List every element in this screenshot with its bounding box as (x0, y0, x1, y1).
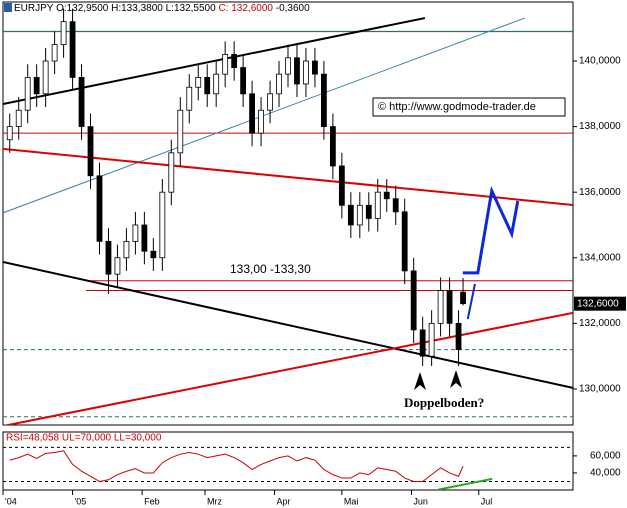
candle-body (132, 224, 139, 242)
candle-body (347, 204, 354, 226)
x-tick-label: Feb (144, 496, 160, 506)
candle-body (285, 57, 291, 75)
x-tick-label: Jul (481, 496, 493, 506)
candle-body (374, 191, 381, 219)
icon (4, 3, 12, 12)
y-tick-label: 134,0000 (579, 252, 621, 263)
candle-body (213, 73, 220, 95)
x-tick-label: '04 (5, 496, 17, 506)
candle-body (105, 240, 112, 275)
last-price-label: 132,6000 (577, 298, 619, 309)
candle-body (141, 224, 148, 252)
candle-body (303, 60, 309, 85)
candle-body (42, 60, 49, 95)
rsi-line (9, 450, 464, 482)
candle-body (87, 126, 94, 177)
low: L:132,5500 (166, 3, 216, 14)
high: H:133,3800 (111, 3, 163, 14)
rsi-plot (3, 446, 573, 490)
candle-body (15, 109, 22, 128)
candle-body (455, 322, 462, 350)
candle-body (401, 211, 408, 272)
x-tick-label: '05 (75, 496, 87, 506)
trendline (466, 283, 476, 320)
candle-body (258, 109, 264, 134)
candle-body (231, 54, 238, 68)
candle-body (69, 21, 76, 78)
trendline (3, 311, 573, 425)
axes: 130,0000 132,0000 134,0000 136,0000 138,0000… (2, 56, 626, 506)
copyright: © http://www.godmode-trader.de (378, 101, 536, 113)
open: O:132,9500 (56, 3, 109, 14)
trendline (3, 147, 573, 206)
candle-body (177, 109, 184, 154)
x-tick-label: Mrz (207, 496, 222, 506)
candle-body (33, 77, 40, 95)
y-tick-label: 130,0000 (579, 384, 621, 395)
candle-body (222, 54, 229, 75)
candle-body (365, 204, 372, 219)
arrow (414, 372, 426, 390)
change: -0,3600 (276, 3, 310, 14)
close: C: 132,6000 (218, 3, 273, 14)
candle-body (240, 67, 247, 95)
y-tick-label: 138,0000 (579, 121, 621, 132)
candle-body (249, 93, 255, 134)
candle-body (24, 77, 31, 111)
header: EURJPY O:132,9500 H:133,3800 L:132,5500 … (14, 3, 310, 14)
last-price-box (574, 296, 626, 311)
x-tick-label: Apr (277, 496, 291, 506)
y-tick-label: 40,000 (590, 468, 621, 479)
candle-body (294, 57, 300, 85)
candle-body (186, 86, 193, 111)
candle-body (6, 126, 13, 141)
candle-body (338, 165, 345, 206)
note: Doppelboden? (404, 395, 484, 410)
x-tick-label: Mai (344, 496, 359, 506)
y-tick-label: 60,000 (590, 451, 621, 462)
candle-body (159, 191, 166, 259)
symbol: EURJPY (14, 3, 54, 14)
candle-body (150, 250, 157, 259)
candle-body (383, 191, 390, 200)
candle-body (419, 329, 426, 357)
candle-body (392, 198, 399, 213)
candle-body (60, 21, 67, 46)
candle-body (321, 73, 327, 128)
main-plot (3, 8, 573, 425)
candle-body (168, 152, 175, 193)
candle-body (123, 240, 130, 259)
arrow (450, 370, 462, 388)
candle-body (460, 291, 466, 305)
y-tick-label: 140,0000 (579, 56, 621, 67)
candle-body (78, 77, 85, 128)
candle-body (446, 290, 453, 324)
candle-body (114, 257, 121, 275)
x-tick-label: Jun (413, 496, 428, 506)
candle-body (267, 93, 273, 111)
trendline (3, 261, 573, 389)
candle-body (276, 73, 282, 95)
candle-body (312, 60, 318, 75)
candle-body (204, 77, 211, 95)
copyright-box (372, 97, 566, 117)
range-label: 133,00 -133,30 (230, 262, 311, 276)
candle-body (437, 290, 444, 324)
y-tick-label: 136,0000 (579, 187, 621, 198)
rsi-header: RSI=48,058 UL=70,000 LL=30,000 (6, 433, 162, 444)
trendline (3, 17, 426, 105)
candle-body (329, 126, 336, 167)
candle-body (428, 322, 435, 357)
candle-body (356, 204, 363, 226)
y-tick-label: 132,0000 (579, 318, 621, 329)
candle-body (195, 77, 202, 88)
trendline (438, 477, 493, 490)
candle-body (410, 270, 417, 331)
candle-body (51, 44, 58, 62)
candle-body (96, 175, 103, 242)
trendline (462, 185, 520, 275)
